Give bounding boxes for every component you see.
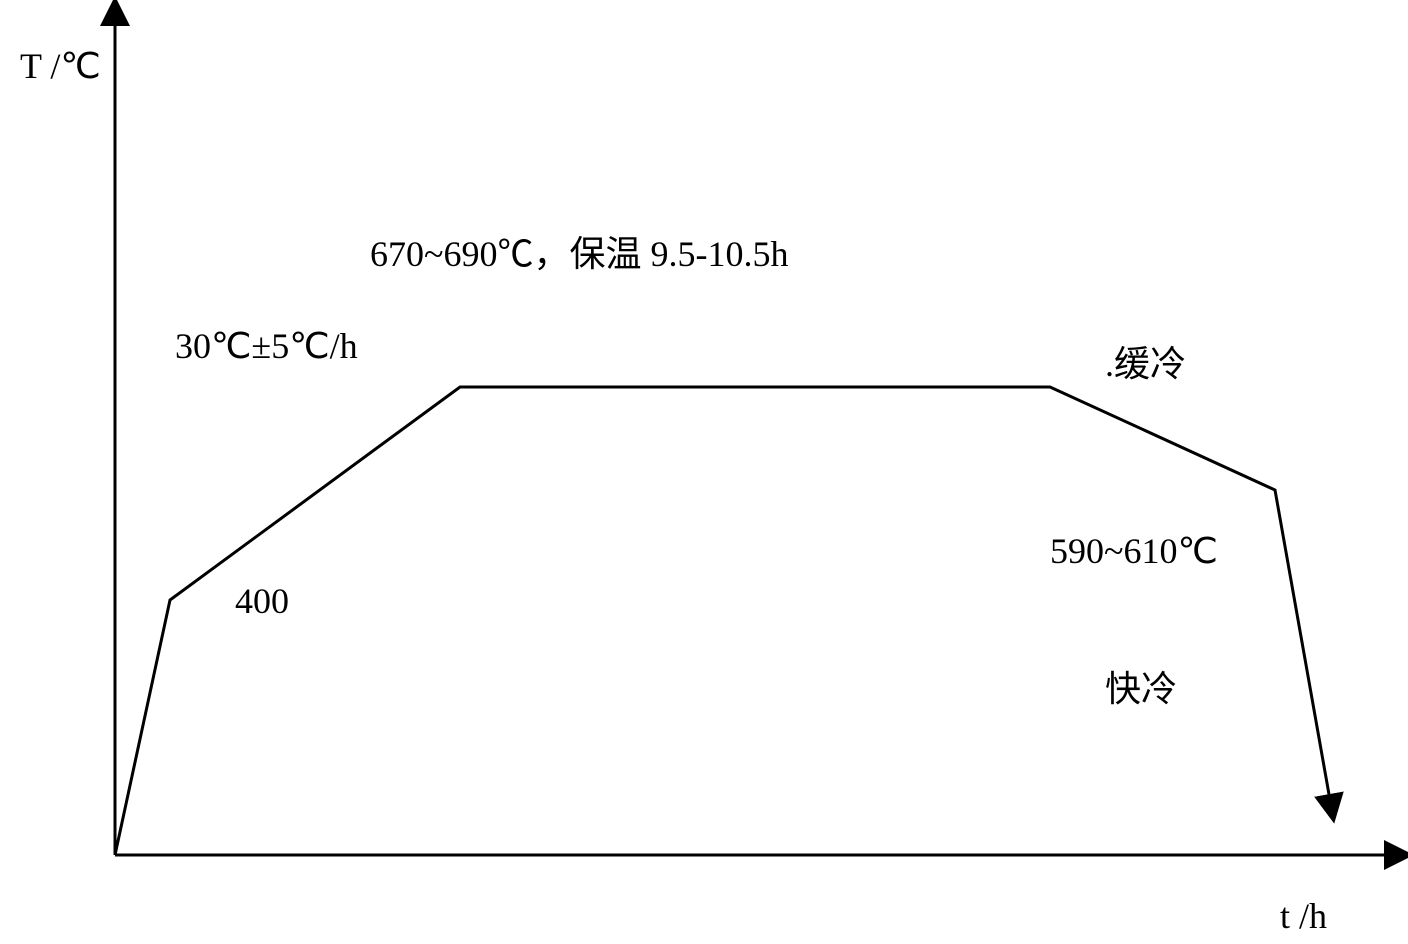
- y-axis-label: T /℃: [20, 45, 101, 87]
- plateau-label: 670~690℃，保温 9.5-10.5h: [370, 225, 788, 277]
- slow-cool-label: .缓冷: [1105, 335, 1186, 387]
- x-axis-label: t /h: [1280, 895, 1327, 937]
- diagram-container: T /℃ t /h 670~690℃，保温 9.5-10.5h 30℃±5℃/h…: [0, 0, 1408, 944]
- transition-temp-label: 590~610℃: [1050, 530, 1218, 572]
- temperature-curve: [115, 387, 1330, 855]
- chart-svg: [0, 0, 1408, 944]
- ramp-rate-label: 30℃±5℃/h: [175, 325, 358, 367]
- start-temp-label: 400: [235, 580, 289, 622]
- fast-cool-label: 快冷: [1105, 660, 1177, 712]
